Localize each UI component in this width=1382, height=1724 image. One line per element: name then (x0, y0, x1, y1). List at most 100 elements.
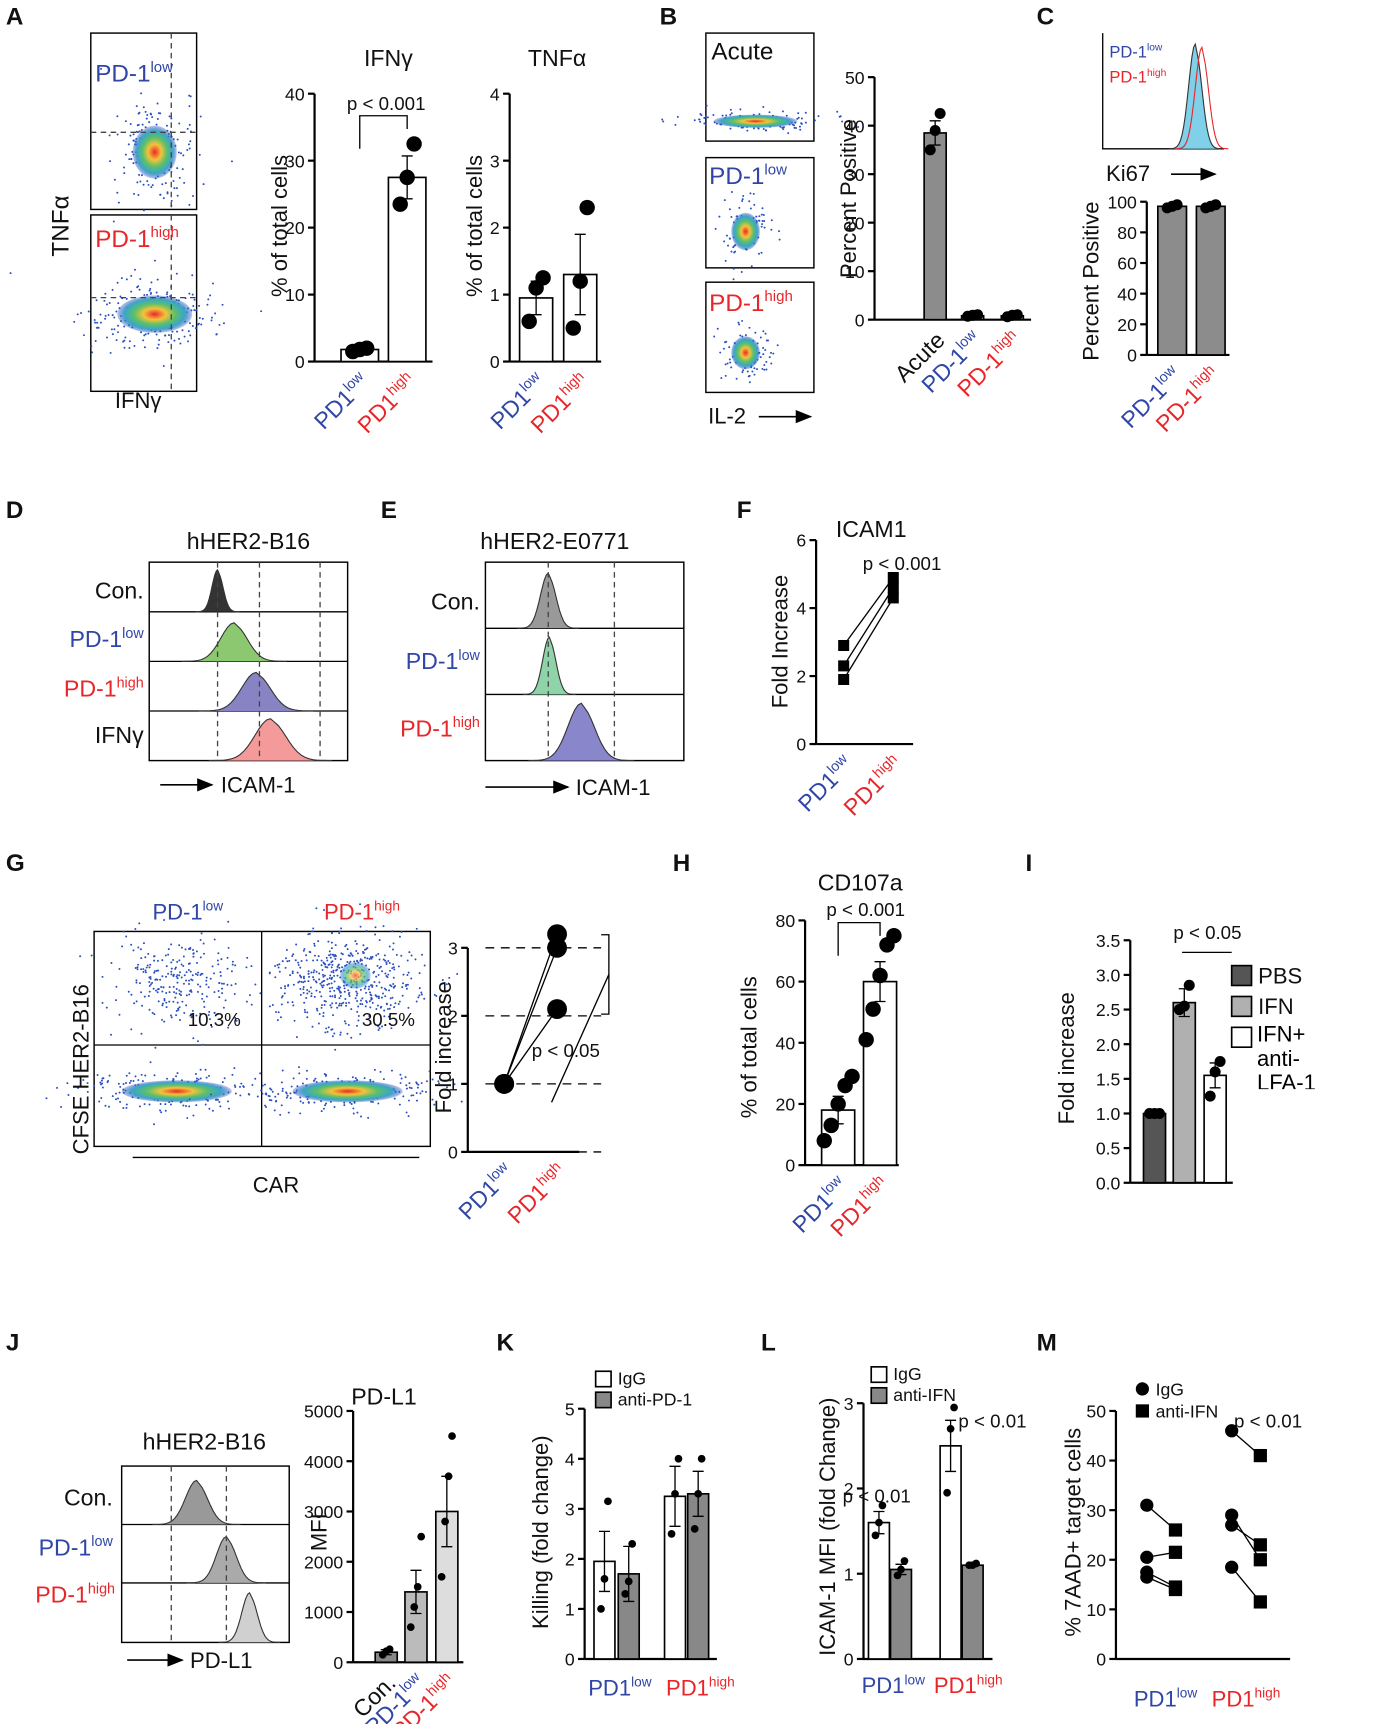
decoration (287, 984, 290, 987)
decoration (699, 120, 702, 123)
decoration (123, 166, 126, 169)
decoration (130, 157, 133, 160)
bar (686, 1492, 710, 1660)
decoration (359, 903, 362, 906)
decoration (302, 975, 305, 978)
decoration (742, 195, 745, 198)
decoration (176, 1001, 179, 1004)
y-tick-label: 3 (565, 1499, 575, 1519)
decoration (178, 959, 181, 962)
y-tick-label: 20 (1117, 315, 1137, 335)
decoration (203, 1006, 206, 1009)
label-sup: high (1255, 1686, 1281, 1701)
decoration (361, 1003, 364, 1006)
decoration (375, 954, 378, 957)
decoration (178, 944, 181, 947)
decoration (713, 335, 716, 338)
decoration (140, 957, 143, 960)
decoration (528, 702, 635, 762)
decoration (116, 281, 119, 284)
y-tick-label: 80 (1117, 223, 1137, 243)
decoration (337, 963, 340, 966)
decoration (276, 964, 279, 966)
decoration (189, 970, 192, 973)
decoration (318, 978, 321, 981)
decoration (315, 1007, 318, 1010)
label-sup: low (150, 59, 173, 76)
decoration (325, 1027, 328, 1030)
data-point (838, 673, 850, 685)
decoration (265, 1106, 268, 1108)
decoration (184, 948, 187, 951)
decoration (227, 946, 230, 949)
decoration (328, 954, 331, 957)
decoration (308, 932, 311, 935)
decoration (369, 1078, 372, 1081)
decoration (343, 1020, 346, 1023)
data-point (1183, 979, 1195, 991)
annotation: p < 0.001 (863, 553, 942, 574)
decoration (390, 1027, 393, 1030)
decoration (315, 907, 318, 910)
chart-title: IFNγ (364, 45, 413, 71)
decoration (404, 1076, 407, 1079)
decoration (198, 304, 201, 307)
decoration (217, 963, 220, 966)
data-point (865, 1001, 881, 1017)
panel-letter: D (6, 497, 24, 524)
decoration (741, 371, 744, 374)
decoration (303, 1001, 306, 1004)
decoration (357, 1014, 360, 1017)
decoration (115, 310, 118, 313)
decoration (178, 989, 181, 992)
decoration (317, 955, 320, 958)
decoration (405, 1111, 408, 1114)
decoration (380, 996, 383, 999)
panel-letter: K (496, 1329, 514, 1356)
decoration (270, 1099, 273, 1102)
decoration (210, 1025, 213, 1028)
decoration (730, 250, 733, 253)
decoration (151, 1011, 154, 1014)
decoration (305, 954, 308, 957)
decoration (321, 968, 324, 971)
label-text: PD-1 (406, 648, 459, 674)
legend-swatch (1230, 964, 1253, 987)
decoration (318, 1013, 321, 1015)
decoration (110, 1033, 113, 1036)
decoration (156, 278, 159, 281)
decoration (115, 985, 118, 988)
decoration (302, 988, 305, 991)
decoration (141, 123, 144, 126)
decoration (122, 1107, 125, 1110)
decoration (303, 980, 306, 983)
decoration (125, 278, 128, 281)
decoration (331, 995, 334, 998)
decoration (148, 976, 151, 979)
decoration (315, 989, 318, 992)
bar (889, 1568, 913, 1660)
data-point (358, 340, 375, 356)
y-tick-label: 6 (796, 531, 806, 551)
decoration (159, 1102, 162, 1105)
decoration (385, 1003, 388, 1006)
data-point (1168, 1523, 1183, 1537)
data-point (579, 199, 595, 216)
decoration (316, 959, 319, 962)
decoration (302, 991, 305, 994)
decoration (327, 940, 330, 943)
decoration (382, 925, 385, 928)
decoration (181, 1000, 184, 1003)
decoration (136, 124, 139, 127)
annotation: p < 0.001 (826, 899, 905, 920)
decoration (421, 1090, 424, 1093)
decoration (348, 1001, 350, 1004)
decoration (111, 333, 114, 336)
decoration (730, 366, 733, 369)
decoration (757, 127, 760, 130)
legend-label: anti-PD-1 (618, 1389, 692, 1409)
decoration (291, 972, 294, 975)
decoration (348, 995, 351, 998)
decoration (389, 1004, 392, 1007)
y-tick-label: 1 (565, 1600, 575, 1620)
